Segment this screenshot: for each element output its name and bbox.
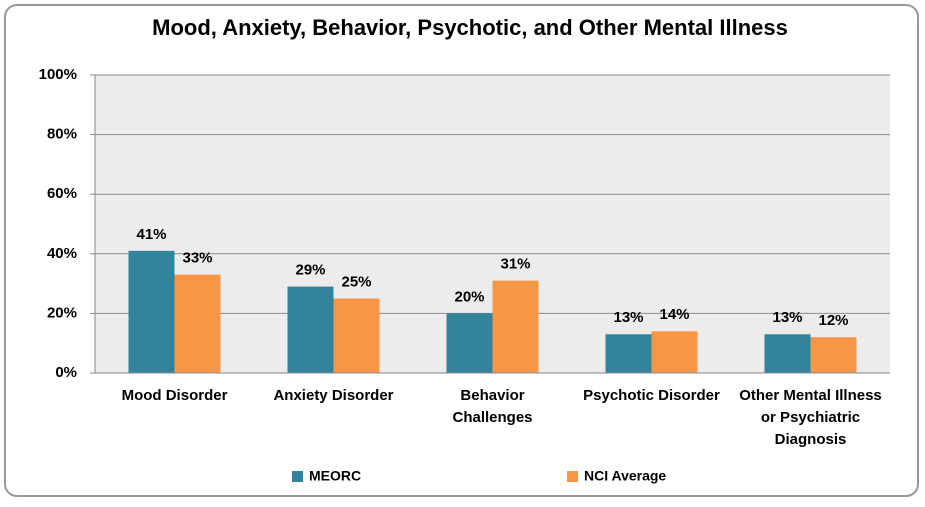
bar	[446, 313, 493, 373]
value-label: 33%	[182, 250, 212, 267]
x-tick-label: Anxiety Disorder	[273, 387, 394, 404]
y-tick-label: 0%	[55, 364, 77, 381]
value-label: 14%	[659, 306, 689, 323]
x-tick-label: Other Mental Illness or Psychiatric Diag…	[739, 387, 882, 448]
bar	[287, 286, 334, 373]
y-tick-label: 40%	[47, 245, 77, 262]
value-label: 29%	[295, 262, 325, 279]
x-tick-label-box: Behavior Challenges	[452, 387, 533, 426]
bar	[810, 337, 857, 373]
title-box: Mood, Anxiety, Behavior, Psychotic, and …	[152, 15, 788, 40]
value-label: 13%	[613, 309, 643, 326]
value-label: 31%	[500, 256, 530, 273]
legend-label: MEORC	[309, 468, 361, 484]
y-tick-label: 20%	[47, 304, 77, 321]
x-tick-label: Mood Disorder	[121, 387, 228, 404]
x-tick-label-box: Other Mental Illness or Psychiatric Diag…	[739, 387, 882, 448]
value-label: 12%	[818, 312, 848, 329]
value-label: 41%	[136, 226, 166, 243]
chart-title: Mood, Anxiety, Behavior, Psychotic, and …	[152, 15, 788, 40]
value-label: 25%	[341, 273, 371, 290]
x-tick-label-box: Mood Disorder	[121, 387, 228, 404]
x-tick-label: Psychotic Disorder	[583, 387, 720, 404]
legend-label: NCI Average	[584, 468, 666, 484]
y-tick-label: 80%	[47, 126, 77, 143]
legend-swatch	[292, 471, 303, 482]
bar	[605, 334, 652, 373]
bar	[128, 250, 175, 373]
x-tick-label-box: Psychotic Disorder	[583, 387, 720, 404]
bar	[651, 331, 698, 373]
value-label: 20%	[454, 288, 484, 305]
y-tick-label: 60%	[47, 185, 77, 202]
bar	[764, 334, 811, 373]
y-tick-label: 100%	[39, 66, 77, 83]
value-label: 13%	[772, 309, 802, 326]
x-tick-label: Behavior Challenges	[452, 387, 533, 426]
legend-swatch	[567, 471, 578, 482]
bar	[333, 298, 380, 373]
bar	[174, 274, 221, 373]
bar	[492, 280, 539, 373]
x-tick-label-box: Anxiety Disorder	[273, 387, 394, 404]
